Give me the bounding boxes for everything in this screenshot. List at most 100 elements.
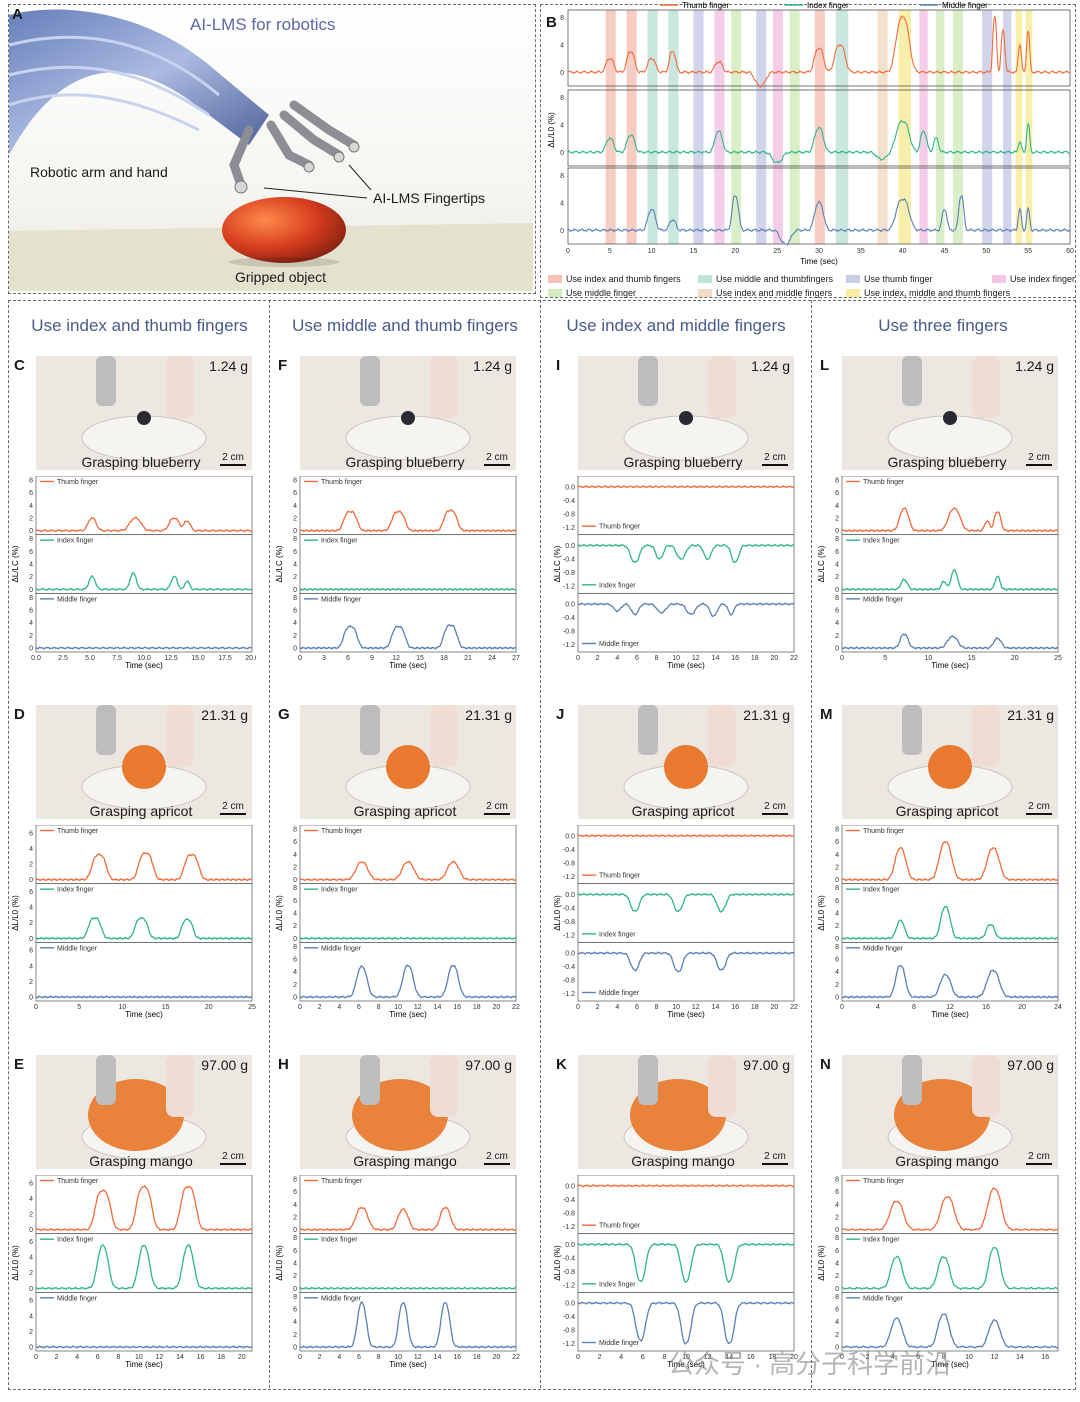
scale-bar-label: 2 cm <box>222 801 244 812</box>
xtick-4: 8 <box>662 1354 666 1361</box>
object-mass: 21.31 g <box>465 707 512 723</box>
xtick-5: 10 <box>135 1354 143 1361</box>
series-label-0: Thumb finger <box>57 1178 99 1185</box>
panel-letter-m: M <box>820 706 833 723</box>
b-xtick-11: 55 <box>1024 248 1032 255</box>
series-line-1 <box>841 1246 1059 1290</box>
band-3 <box>668 10 679 244</box>
xtick-8: 24 <box>488 655 496 662</box>
scale-bar: 2 cm <box>1026 801 1052 815</box>
ytick-1-1: 2 <box>29 920 33 927</box>
scale-bar-label: 2 cm <box>222 1151 244 1162</box>
grasp-photo <box>300 1055 516 1169</box>
x-axis-label: Time (sec) <box>389 1360 427 1369</box>
ytick-2-4: 8 <box>835 1294 839 1301</box>
ytick-0-1: 2 <box>29 1212 33 1219</box>
b-xlabel: Time (sec) <box>800 257 838 266</box>
xtick-5: 10 <box>394 1354 402 1361</box>
xtick-5: 10 <box>672 1004 680 1011</box>
band-7 <box>756 10 767 244</box>
xtick-1: 5 <box>77 1004 81 1011</box>
ytick-1-3: -1.2 <box>563 583 575 590</box>
series-label-0: Thumb finger <box>321 828 363 835</box>
ytick-2-2: 4 <box>835 620 839 627</box>
xtick-8: 16 <box>197 1354 205 1361</box>
grasp-caption: Grasping mango <box>353 1153 457 1169</box>
xtick-4: 8 <box>655 655 659 662</box>
series-line-1 <box>299 936 517 941</box>
ytick-1-3: -1.2 <box>563 932 575 939</box>
panel-letter-j: J <box>556 706 565 723</box>
scale-bar-line <box>1026 813 1052 815</box>
y-axis-label: ΔL/L0 (%) <box>11 895 20 931</box>
ytick-0-0: 0 <box>835 528 839 535</box>
ytick-1-3: 6 <box>835 1248 839 1255</box>
ytick-0-1: 2 <box>835 1215 839 1222</box>
ytick-2-1: -0.4 <box>563 964 575 971</box>
ytick-0-1: 2 <box>293 865 297 872</box>
legend-swatch <box>698 289 712 297</box>
ytick-0-1: 2 <box>29 516 33 523</box>
xtick-2: 4 <box>337 1004 341 1011</box>
apricot-shape <box>664 745 708 789</box>
xtick-9: 18 <box>217 1354 225 1361</box>
ytick-0-3: 6 <box>29 1180 33 1187</box>
blueberry-shape <box>679 411 693 425</box>
axes-frame-2 <box>577 592 795 653</box>
object-mass: 97.00 g <box>1007 1057 1054 1073</box>
ytick-0-1: 2 <box>293 1215 297 1222</box>
xtick-5: 10 <box>394 1004 402 1011</box>
b-xtick-7: 35 <box>857 248 865 255</box>
xtick-3: 9 <box>370 655 374 662</box>
xtick-6: 12 <box>991 1354 999 1361</box>
scale-bar: 2 cm <box>220 1151 246 1165</box>
robot-finger-metal <box>902 705 922 755</box>
xtick-3: 6 <box>635 655 639 662</box>
ytick-2-3: 6 <box>835 1307 839 1314</box>
xtick-7: 14 <box>712 1004 720 1011</box>
band-13 <box>898 10 912 244</box>
b-ytick-2-0: 0 <box>560 228 564 235</box>
grasp-caption: Grasping apricot <box>89 803 193 819</box>
b-xtick-1: 5 <box>608 248 612 255</box>
ytick-0-2: 4 <box>835 503 839 510</box>
b-xtick-3: 15 <box>690 248 698 255</box>
scale-bar: 2 cm <box>762 452 788 466</box>
ytick-2-2: 4 <box>293 1319 297 1326</box>
watermark: 公众号 · 高分子科学前沿 <box>668 1349 952 1379</box>
series-line-0 <box>577 1183 795 1188</box>
ytick-0-3: 6 <box>835 839 839 846</box>
object-mass: 1.24 g <box>1015 358 1054 374</box>
ytick-0-4: 8 <box>835 478 839 485</box>
xtick-5: 25 <box>248 1004 256 1011</box>
xtick-0: 0 <box>298 1004 302 1011</box>
legend-label: Use middle and thumbfingers <box>716 274 834 284</box>
panel-letter-i: I <box>556 357 561 374</box>
band-19 <box>1015 10 1023 244</box>
xtick-1: 2 <box>596 655 600 662</box>
legend-item-1: Use middle and thumbfingers <box>698 274 833 284</box>
xtick-3: 6 <box>635 1004 639 1011</box>
ytick-0-4: 8 <box>835 827 839 834</box>
ytick-0-3: -1.2 <box>563 1224 575 1231</box>
ytick-2-0: 0.0 <box>565 951 575 958</box>
series-line-0 <box>841 841 1059 882</box>
ytick-2-2: -0.8 <box>563 629 575 636</box>
ytick-2-2: 4 <box>293 620 297 627</box>
b-ylabel: ΔL/L0 (%) <box>547 112 556 148</box>
band-9 <box>789 10 800 244</box>
xtick-6: 12 <box>414 1354 422 1361</box>
series-label-2: Middle finger <box>57 1295 98 1302</box>
scale-bar: 2 cm <box>1026 452 1052 466</box>
xtick-3: 6 <box>641 1354 645 1361</box>
axes-frame-2 <box>841 1291 1059 1352</box>
ytick-0-1: -0.4 <box>563 1197 575 1204</box>
ytick-2-0: 0 <box>835 646 839 653</box>
xtick-5: 10 <box>965 1354 973 1361</box>
ytick-1-2: 4 <box>293 1261 297 1268</box>
ytick-0-3: -1.2 <box>563 874 575 881</box>
ytick-2-3: 6 <box>835 957 839 964</box>
b-xtick-10: 50 <box>982 248 990 255</box>
ytick-0-2: -0.8 <box>563 511 575 518</box>
robot-finger-metal <box>638 705 658 755</box>
